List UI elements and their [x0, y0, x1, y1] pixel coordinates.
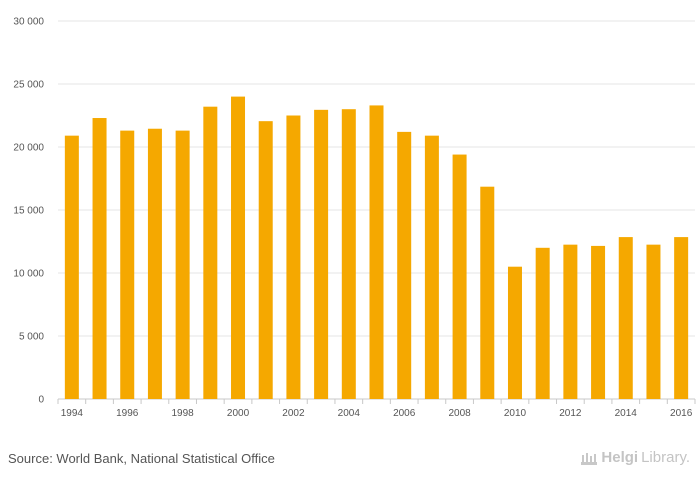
- bar-2015[interactable]: [646, 244, 661, 399]
- x-tick-label: 2016: [670, 408, 693, 419]
- y-tick-label: 20 000: [13, 143, 44, 154]
- bar-2013[interactable]: [591, 245, 606, 399]
- x-tick-label: 1998: [172, 408, 195, 419]
- y-tick-label: 25 000: [13, 80, 44, 91]
- bar-1999[interactable]: [203, 106, 218, 400]
- bar-2004[interactable]: [341, 109, 356, 399]
- x-tick-label: 2004: [338, 408, 361, 419]
- bar-2010[interactable]: [507, 266, 522, 399]
- bar-2008[interactable]: [452, 154, 467, 399]
- x-tick-label: 2008: [448, 408, 471, 419]
- x-tick-label: 2010: [504, 408, 527, 419]
- bar-chart: 0 5 000 10 000 15 000 20 000 25 000 30 000 199…: [13, 17, 696, 419]
- x-tick-label: 1994: [61, 408, 84, 419]
- bar-2005[interactable]: [369, 105, 384, 400]
- bar-1996[interactable]: [120, 130, 135, 399]
- bar-1998[interactable]: [175, 130, 190, 399]
- x-tick-label: 2006: [393, 408, 416, 419]
- x-tick-label: 2014: [615, 408, 638, 419]
- source-note: Source: World Bank, National Statistical…: [8, 451, 275, 466]
- bar-1994[interactable]: [64, 135, 79, 399]
- bar-1997[interactable]: [147, 128, 162, 400]
- brand-name-part1: Helgi: [601, 449, 639, 466]
- y-axis-ticks: 0 5 000 10 000 15 000 20 000 25 000 30 000: [13, 17, 44, 406]
- x-tick-label: 2000: [227, 408, 250, 419]
- bar-2001[interactable]: [258, 121, 273, 400]
- bar-2009[interactable]: [480, 186, 495, 399]
- y-tick-label: 30 000: [13, 17, 44, 28]
- x-tick-label: 2002: [282, 408, 305, 419]
- brand-logo[interactable]: Helgi Library.: [580, 449, 690, 466]
- x-tick-label: 1996: [116, 408, 139, 419]
- y-tick-label: 10 000: [13, 269, 44, 280]
- bar-2006[interactable]: [397, 131, 412, 399]
- y-tick-label: 5 000: [19, 332, 44, 343]
- bar-2012[interactable]: [563, 244, 578, 399]
- bar-1995[interactable]: [92, 118, 107, 400]
- bar-2011[interactable]: [535, 247, 550, 399]
- library-building-icon: [581, 452, 598, 465]
- bar-2002[interactable]: [286, 115, 301, 400]
- x-tick-label: 2012: [559, 408, 582, 419]
- x-axis-ticks: 1994 1996 1998 2000 2002 2004 2006 2008 2010 2012…: [57, 399, 696, 419]
- bar-2014[interactable]: [618, 237, 633, 399]
- bar-2000[interactable]: [231, 96, 246, 399]
- brand-name-part2: Library.: [641, 449, 690, 466]
- bar-2016[interactable]: [674, 237, 689, 399]
- bar-2007[interactable]: [424, 135, 439, 399]
- bar-2003[interactable]: [314, 109, 329, 399]
- bars: [64, 96, 689, 400]
- y-tick-label: 15 000: [13, 206, 44, 217]
- y-tick-label: 0: [38, 395, 44, 406]
